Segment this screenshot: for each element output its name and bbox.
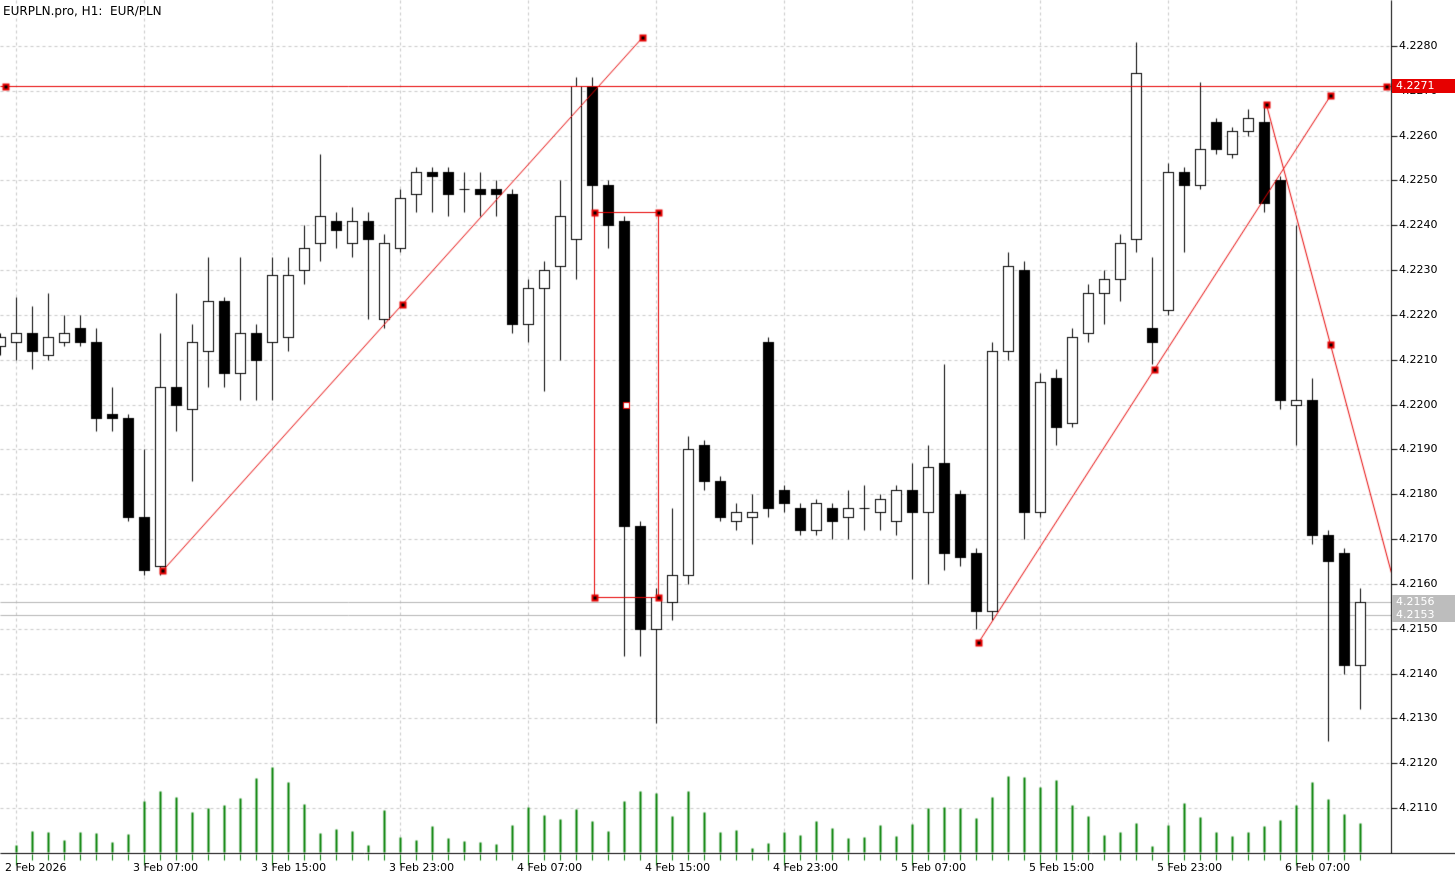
price-axis-label: 4.2110	[1399, 801, 1438, 814]
price-axis-label: 4.2130	[1399, 711, 1438, 724]
price-axis-label: 4.2120	[1399, 756, 1438, 769]
price-axis-label: 4.2230	[1399, 263, 1438, 276]
price-axis-label: 4.2170	[1399, 532, 1438, 545]
time-axis-label: 5 Feb 23:00	[1157, 861, 1223, 874]
time-axis-label: 5 Feb 07:00	[901, 861, 967, 874]
price-axis-label: 4.2200	[1399, 398, 1438, 411]
price-axis-label: 4.2220	[1399, 308, 1438, 321]
price-axis-label: 4.2240	[1399, 218, 1438, 231]
price-axis-label: 4.2250	[1399, 173, 1438, 186]
time-axis-label: 3 Feb 15:00	[261, 861, 327, 874]
horizontal-line-price-tag: 4.2271	[1392, 79, 1455, 93]
price-axis-label: 4.2260	[1399, 129, 1438, 142]
time-axis-label: 4 Feb 07:00	[517, 861, 583, 874]
price-axis-label: 4.2140	[1399, 667, 1438, 680]
price-axis-label: 4.2160	[1399, 577, 1438, 590]
bid-price-tag: 4.2153	[1392, 608, 1455, 622]
time-axis-label: 3 Feb 07:00	[133, 861, 199, 874]
price-axis-label: 4.2150	[1399, 622, 1438, 635]
time-axis-label: 3 Feb 23:00	[389, 861, 455, 874]
chart-symbol-title: EURPLN.pro, H1: EUR/PLN	[3, 4, 162, 18]
price-axis-label: 4.2190	[1399, 442, 1438, 455]
time-axis-label: 2 Feb 2026	[5, 861, 67, 874]
price-axis-label: 4.2280	[1399, 39, 1438, 52]
time-axis-label: 6 Feb 07:00	[1285, 861, 1351, 874]
price-axis-label: 4.2210	[1399, 353, 1438, 366]
price-axis-label: 4.2180	[1399, 487, 1438, 500]
time-axis-label: 5 Feb 15:00	[1029, 861, 1095, 874]
time-axis-label: 4 Feb 23:00	[773, 861, 839, 874]
ask-price-tag: 4.2156	[1392, 595, 1455, 609]
time-axis-label: 4 Feb 15:00	[645, 861, 711, 874]
